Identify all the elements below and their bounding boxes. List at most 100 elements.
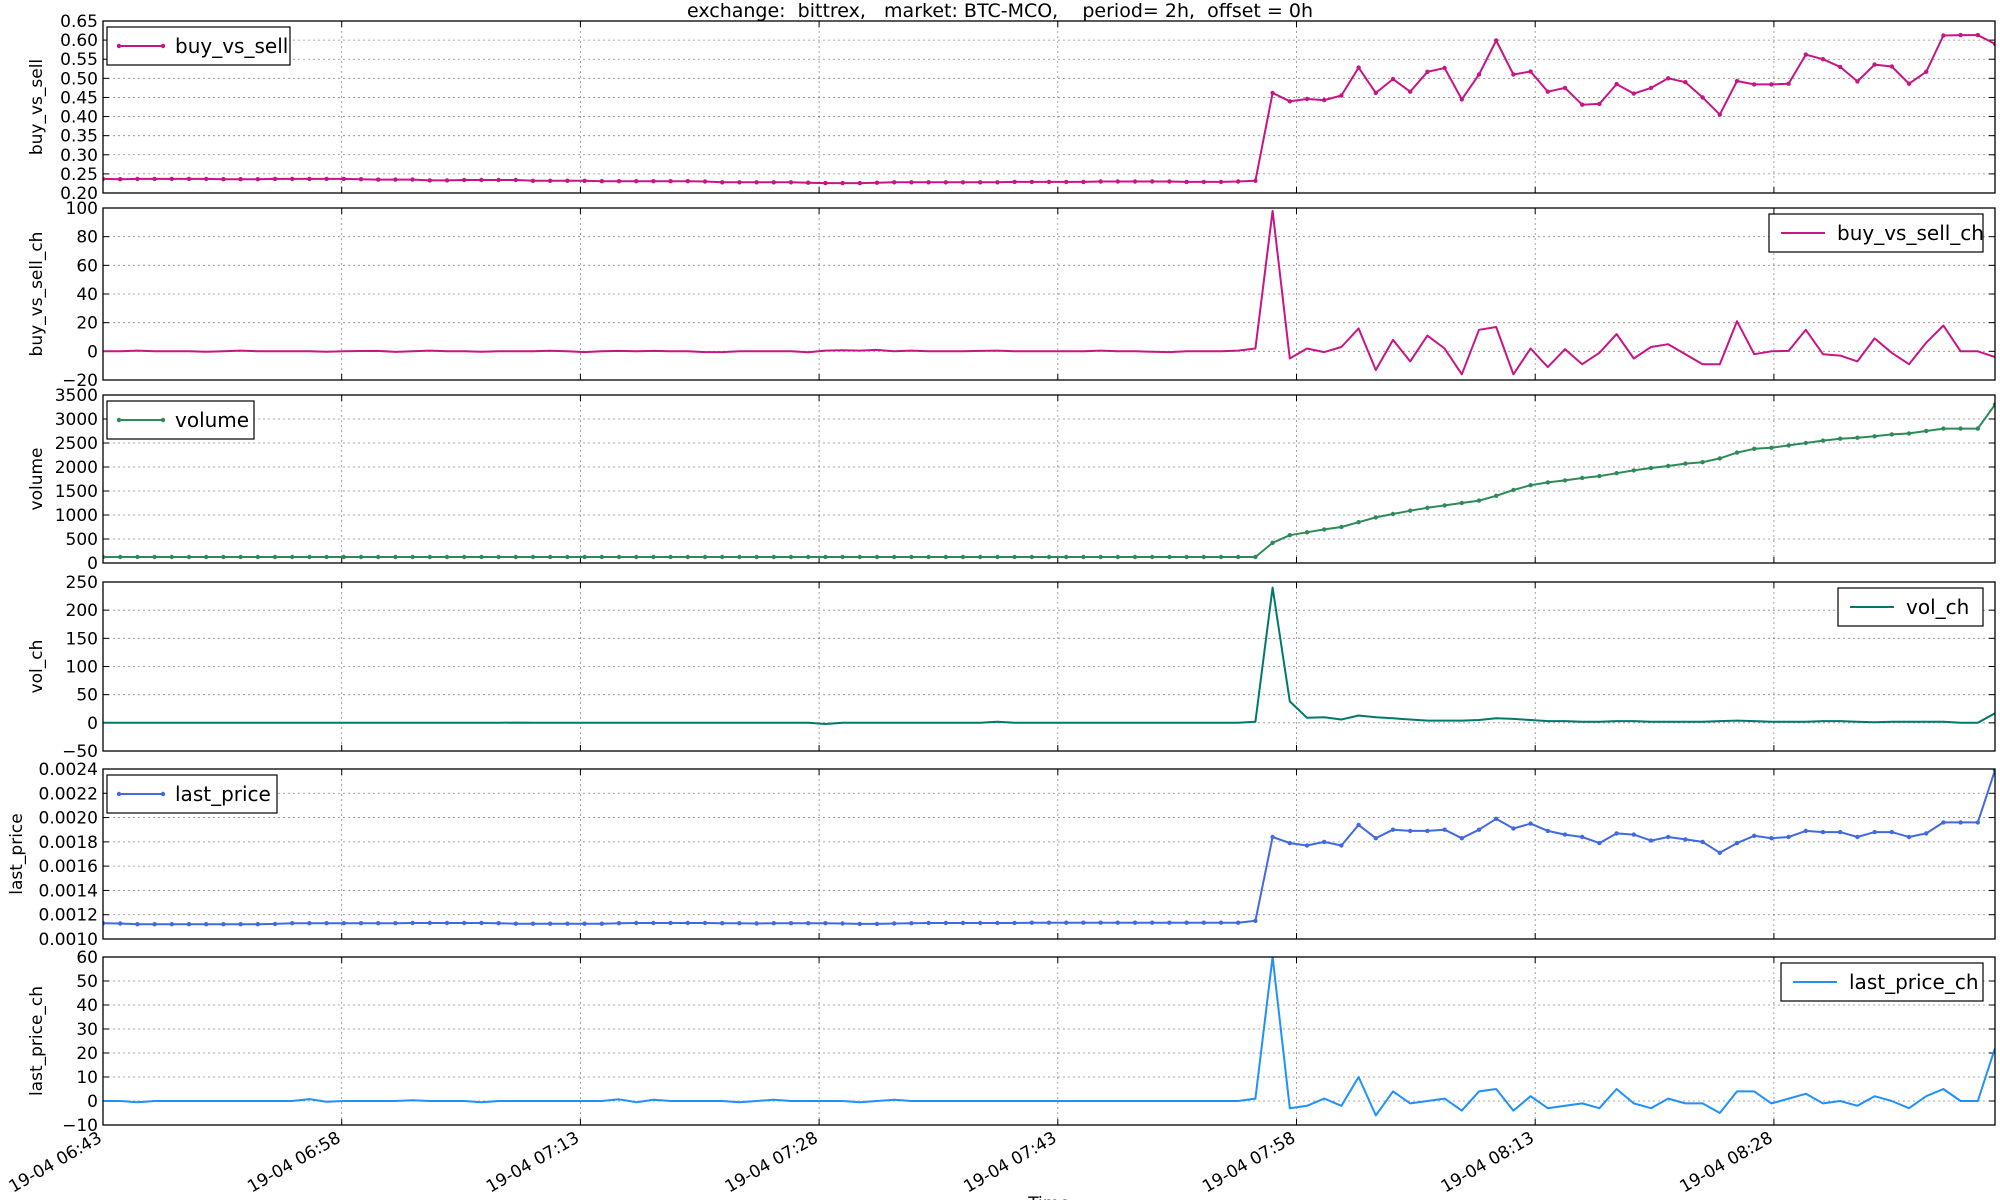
data-point <box>1700 839 1705 845</box>
data-point <box>943 180 948 185</box>
data-point <box>1855 435 1860 440</box>
data-point <box>169 176 174 182</box>
data-point <box>1098 554 1103 560</box>
data-point <box>290 921 295 926</box>
data-point <box>737 554 742 560</box>
data-point <box>1115 554 1121 560</box>
data-point <box>1924 428 1929 434</box>
panel-last_price_ch: −10 0 10 20 30 40 50 60 last_price_ch last_price_… <box>27 948 1996 1136</box>
data-point <box>599 554 604 560</box>
y-tick-label: 3000 <box>55 410 98 430</box>
data-point <box>1390 511 1396 517</box>
axes-frame <box>102 394 1996 564</box>
y-tick-label: 20 <box>76 314 98 334</box>
data-point <box>1150 554 1155 560</box>
legend-label: buy_vs_sell <box>175 34 288 58</box>
data-point <box>255 554 260 560</box>
data-point <box>1459 97 1465 102</box>
data-point <box>1648 85 1654 91</box>
data-point <box>1167 179 1172 184</box>
data-point <box>1339 843 1344 848</box>
data-point <box>1304 96 1310 102</box>
data-point <box>1528 69 1533 74</box>
data-point <box>1046 920 1052 925</box>
data-point <box>1425 69 1430 75</box>
data-point <box>462 177 467 183</box>
data-point <box>1975 426 1981 431</box>
data-point <box>1683 461 1688 466</box>
data-point <box>1906 431 1912 436</box>
data-point <box>1253 554 1258 560</box>
data-point <box>204 554 209 560</box>
data-point <box>1390 827 1396 832</box>
data-point <box>1236 179 1241 184</box>
data-point <box>341 921 346 926</box>
data-point <box>1201 920 1207 925</box>
data-point <box>1304 530 1310 535</box>
data-point <box>1029 920 1035 925</box>
legend-label: vol_ch <box>1906 595 1969 619</box>
data-point <box>1476 827 1482 832</box>
axes-frame <box>102 956 1996 1126</box>
y-axis-label: buy_vs_sell_ch <box>27 232 47 357</box>
data-point <box>1046 179 1052 185</box>
data-point <box>1528 821 1533 826</box>
y-tick-label: 0.25 <box>60 165 98 185</box>
data-point <box>324 176 329 182</box>
data-point <box>1287 99 1293 104</box>
data-point <box>1941 820 1946 825</box>
data-point <box>1356 65 1361 70</box>
data-point <box>1270 540 1275 545</box>
series-line-volume <box>103 404 1995 558</box>
data-point <box>1717 850 1723 855</box>
data-point <box>1580 102 1585 107</box>
data-point <box>995 180 1000 185</box>
y-tick-label: 1500 <box>55 482 98 502</box>
axes-frame <box>102 581 1996 752</box>
y-tick-label: 0.0012 <box>39 906 98 926</box>
data-point <box>943 920 948 926</box>
series-line-buy_vs_sell <box>103 34 1995 185</box>
series-last_price <box>103 769 1995 927</box>
data-point <box>1562 478 1568 483</box>
data-point <box>1562 832 1568 837</box>
data-point <box>1924 69 1929 75</box>
data-point <box>376 554 381 560</box>
y-tick-label: 0 <box>87 342 98 362</box>
data-point <box>376 177 381 182</box>
data-point <box>754 554 759 560</box>
panel-vol_ch: −50 0 50 100 150 200 250 vol_ch vol_ch <box>27 573 1996 762</box>
data-point <box>290 176 295 182</box>
data-point <box>1442 827 1447 832</box>
data-point <box>1975 32 1981 38</box>
y-tick-label: 200 <box>66 601 98 621</box>
data-point <box>1838 829 1843 835</box>
data-point <box>1425 828 1430 834</box>
data-point <box>634 920 639 926</box>
legend: volume <box>106 400 255 440</box>
data-point <box>926 180 931 185</box>
data-point <box>1115 920 1121 925</box>
data-point <box>1597 840 1602 846</box>
y-tick-label: 80 <box>76 228 98 248</box>
y-tick-label: −10 <box>62 1116 98 1136</box>
data-point <box>1941 33 1946 38</box>
data-point <box>255 922 260 927</box>
data-point <box>1666 76 1671 81</box>
data-point <box>1150 179 1155 184</box>
data-point <box>1511 72 1516 77</box>
y-tick-label: 50 <box>76 686 98 706</box>
data-point <box>1029 179 1035 185</box>
data-point <box>427 178 432 183</box>
data-point <box>926 920 931 926</box>
data-point <box>737 921 742 926</box>
data-point <box>410 177 415 182</box>
panel-last_price: 0.0010 0.0012 0.0014 0.0016 0.0018 0.0020 0.00… <box>7 760 1996 950</box>
data-point <box>204 176 209 182</box>
data-point <box>1270 90 1275 96</box>
data-point <box>978 180 983 185</box>
data-point <box>1734 840 1740 846</box>
y-tick-label: 0.0010 <box>39 930 98 950</box>
data-point <box>1339 524 1344 530</box>
y-tick-label: 0.0016 <box>39 857 98 877</box>
